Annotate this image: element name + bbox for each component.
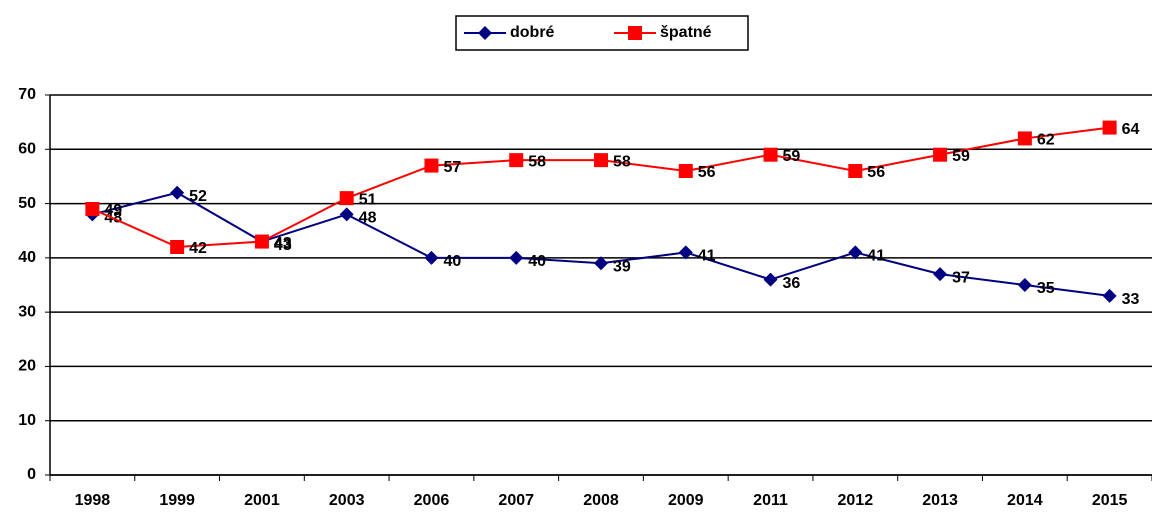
marker	[254, 234, 269, 249]
x-tick-label: 2013	[922, 492, 958, 509]
data-label: 33	[1122, 291, 1140, 308]
data-label: 64	[1122, 121, 1140, 138]
marker	[1017, 131, 1032, 146]
x-tick-label: 2006	[414, 492, 450, 509]
marker	[933, 147, 948, 162]
data-label: 59	[783, 148, 801, 165]
marker	[848, 245, 863, 260]
data-label: 51	[359, 191, 377, 208]
data-label: 52	[189, 188, 207, 205]
marker	[678, 164, 693, 178]
marker	[170, 185, 185, 200]
marker	[848, 164, 863, 178]
marker	[339, 207, 354, 222]
y-tick-label: 60	[18, 141, 36, 158]
marker	[594, 256, 608, 271]
data-label: 56	[867, 164, 885, 181]
data-label: 39	[613, 259, 631, 276]
marker	[594, 153, 608, 168]
x-tick-label: 2011	[753, 492, 788, 509]
x-tick-label: 2014	[1007, 492, 1043, 509]
legend-label: špatné	[660, 24, 712, 41]
data-label: 49	[104, 202, 122, 219]
data-label: 59	[952, 148, 970, 165]
x-tick-label: 2003	[329, 492, 365, 509]
data-label: 41	[698, 248, 716, 265]
y-tick-label: 50	[18, 195, 36, 212]
x-tick-label: 2001	[244, 492, 280, 509]
y-tick-label: 10	[18, 412, 36, 429]
x-tick-label: 2008	[583, 492, 619, 509]
x-tick-label: 1998	[75, 492, 111, 509]
marker	[424, 158, 439, 173]
y-tick-label: 20	[18, 358, 36, 375]
marker	[424, 250, 439, 265]
data-label: 56	[698, 164, 716, 181]
marker	[509, 153, 524, 168]
data-label: 41	[867, 248, 885, 265]
data-label: 48	[359, 210, 377, 227]
marker	[678, 245, 693, 260]
x-tick-label: 1999	[159, 492, 195, 509]
y-tick-label: 0	[27, 466, 36, 483]
data-label: 35	[1037, 280, 1055, 297]
marker	[763, 147, 778, 162]
x-tick-label: 2015	[1092, 492, 1128, 509]
data-label: 43	[274, 235, 292, 252]
data-label: 40	[443, 253, 461, 270]
data-label: 57	[443, 159, 461, 176]
data-label: 37	[952, 269, 970, 286]
marker	[1017, 278, 1032, 292]
y-tick-label: 30	[18, 303, 36, 320]
series-line	[91, 126, 1110, 249]
data-label: 58	[528, 153, 546, 170]
data-label: 43	[274, 237, 292, 254]
data-label: 42	[189, 240, 207, 257]
data-label: 40	[528, 253, 546, 270]
legend: dobré špatné	[455, 15, 749, 51]
marker	[478, 26, 492, 40]
marker	[1102, 120, 1117, 135]
legend-label: dobré	[510, 24, 555, 41]
marker	[339, 191, 354, 206]
marker	[1102, 288, 1117, 303]
marker	[763, 272, 778, 287]
marker	[628, 26, 642, 40]
x-tick-label: 2009	[668, 492, 704, 509]
marker	[85, 202, 100, 216]
data-label: 36	[783, 275, 801, 292]
x-tick-label: 2007	[498, 492, 534, 509]
x-tick-label: 2012	[838, 492, 874, 509]
y-tick-label: 40	[18, 249, 36, 266]
data-label: 58	[613, 153, 631, 170]
marker	[170, 240, 185, 254]
data-label: 62	[1037, 132, 1055, 149]
series: 49 42 43 51 57 58 58 56 59 56 59 62 64	[85, 120, 1140, 257]
y-tick-label: 70	[18, 86, 36, 103]
marker	[933, 267, 948, 282]
marker	[509, 250, 524, 265]
